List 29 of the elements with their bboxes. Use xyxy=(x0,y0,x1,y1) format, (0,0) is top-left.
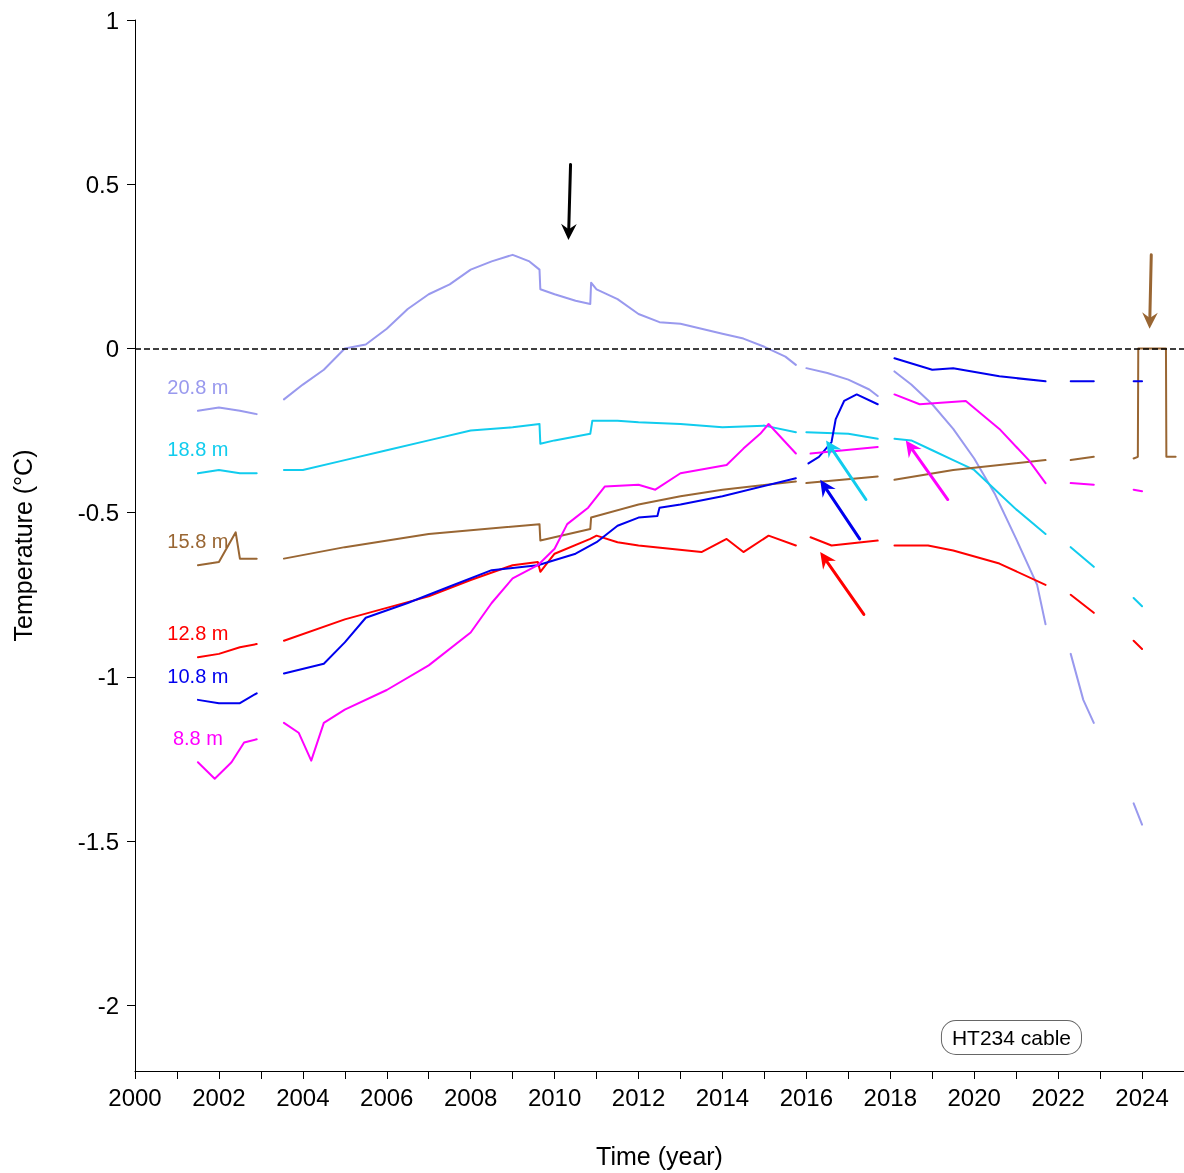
series-label: 12.8 m xyxy=(167,622,229,645)
y-tick-label: -1 xyxy=(97,663,119,691)
y-tick-label: 0.5 xyxy=(85,170,119,198)
x-tick-label: 2010 xyxy=(527,1083,582,1111)
x-tick-label: 2020 xyxy=(947,1083,1001,1111)
y-tick-label: -0.5 xyxy=(77,499,119,527)
y-tick-label: 0 xyxy=(105,334,119,362)
series-label: 20.8 m xyxy=(167,375,229,398)
x-tick-label: 2024 xyxy=(1115,1083,1169,1111)
x-tick-label: 2022 xyxy=(1031,1083,1085,1111)
y-tick-label: -1.5 xyxy=(77,827,119,855)
x-tick-label: 2008 xyxy=(443,1083,498,1111)
series-label: 15.8 m xyxy=(167,530,229,553)
y-axis-title: Temperature (°C) xyxy=(8,449,37,642)
series-label: 18.8 m xyxy=(167,438,229,461)
x-tick-label: 2018 xyxy=(863,1083,917,1111)
x-tick-label: 2014 xyxy=(695,1083,750,1111)
annotation: HT234 cable xyxy=(951,1026,1072,1049)
x-tick-label: 2012 xyxy=(611,1083,666,1111)
series-label: 10.8 m xyxy=(167,664,229,687)
y-tick-label: 1 xyxy=(105,6,119,34)
x-tick-label: 2016 xyxy=(779,1083,834,1111)
x-tick-label: 2004 xyxy=(276,1083,330,1111)
x-tick-label: 2000 xyxy=(108,1083,162,1111)
y-tick-label: -2 xyxy=(97,991,119,1019)
x-tick-label: 2006 xyxy=(360,1083,414,1111)
series-label: 8.8 m xyxy=(172,727,223,750)
x-axis-title: Time (year) xyxy=(596,1141,723,1170)
x-tick-label: 2002 xyxy=(192,1083,246,1111)
